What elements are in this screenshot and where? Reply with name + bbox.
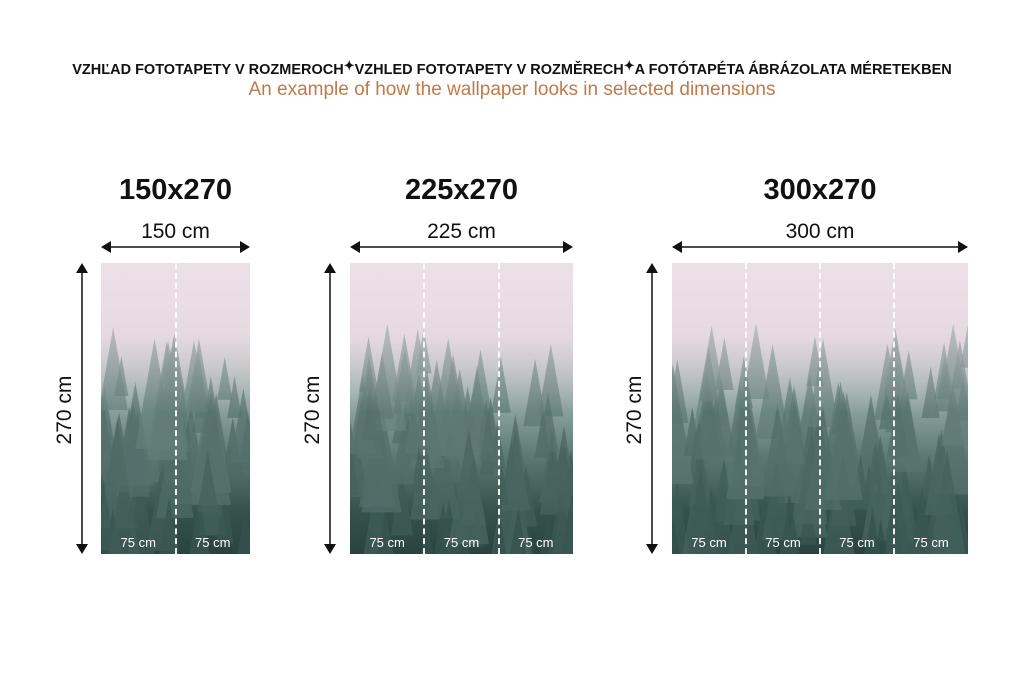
arrowhead-icon	[563, 241, 573, 253]
arrowhead-icon	[76, 544, 88, 554]
arrowhead-icon	[350, 241, 360, 253]
width-label: 150 cm	[141, 220, 210, 243]
panel-seam	[497, 263, 500, 554]
subtitle: An example of how the wallpaper looks in…	[248, 79, 776, 100]
width-label: 225 cm	[427, 220, 496, 243]
panel-width-label: 75 cm	[913, 535, 949, 550]
size-title: 150x270	[119, 174, 232, 206]
arrowhead-icon	[76, 263, 88, 273]
arrowhead-icon	[672, 241, 682, 253]
arrowhead-icon	[324, 263, 336, 273]
panel-width-label: 75 cm	[765, 535, 801, 550]
arrowhead-icon	[958, 241, 968, 253]
panel-width-label: 75 cm	[443, 535, 480, 550]
panel-seam	[423, 263, 426, 554]
arrowhead-icon	[646, 263, 658, 273]
width-label: 300 cm	[785, 220, 855, 243]
title-sk: VZHĽAD FOTOTAPETY V ROZMEROCH	[72, 62, 344, 78]
panel-seam	[745, 263, 747, 554]
wallpaper-preview: 75 cm 75 cm	[101, 263, 250, 554]
title-cz: VZHLED FOTOTAPETY V ROZMĚRECH	[354, 62, 624, 78]
panel-seam	[174, 263, 177, 554]
panel-width-label: 75 cm	[518, 535, 554, 550]
panel-width-label: 75 cm	[839, 535, 875, 550]
panel-seam	[819, 263, 821, 554]
arrowhead-icon	[646, 544, 658, 554]
height-label: 270 cm	[53, 375, 76, 445]
panel-width-label: 75 cm	[195, 535, 231, 550]
panel-width-label: 75 cm	[691, 535, 727, 550]
sparkle-icon: ✦	[623, 58, 635, 73]
wallpaper-preview: 75 cm 75 cm 75 cm	[350, 263, 573, 554]
panel-width-label: 75 cm	[120, 535, 156, 550]
title-hu: A FOTÓTAPÉTA ÁBRÁZOLATA MÉRETEKBEN	[634, 62, 952, 78]
height-label: 270 cm	[301, 375, 324, 445]
size-title: 300x270	[763, 174, 877, 206]
sparkle-icon: ✦	[343, 58, 355, 73]
wallpaper-preview: 75 cm 75 cm 75 cm 75 cm	[672, 263, 968, 554]
panel-seam	[893, 263, 895, 554]
size-title: 225x270	[405, 174, 518, 206]
arrowhead-icon	[324, 544, 336, 554]
header-title: VZHĽAD FOTOTAPETY V ROZMEROCH✦VZHLED FOT…	[0, 58, 1024, 78]
panel-width-label: 75 cm	[369, 535, 405, 550]
height-label: 270 cm	[623, 375, 646, 445]
